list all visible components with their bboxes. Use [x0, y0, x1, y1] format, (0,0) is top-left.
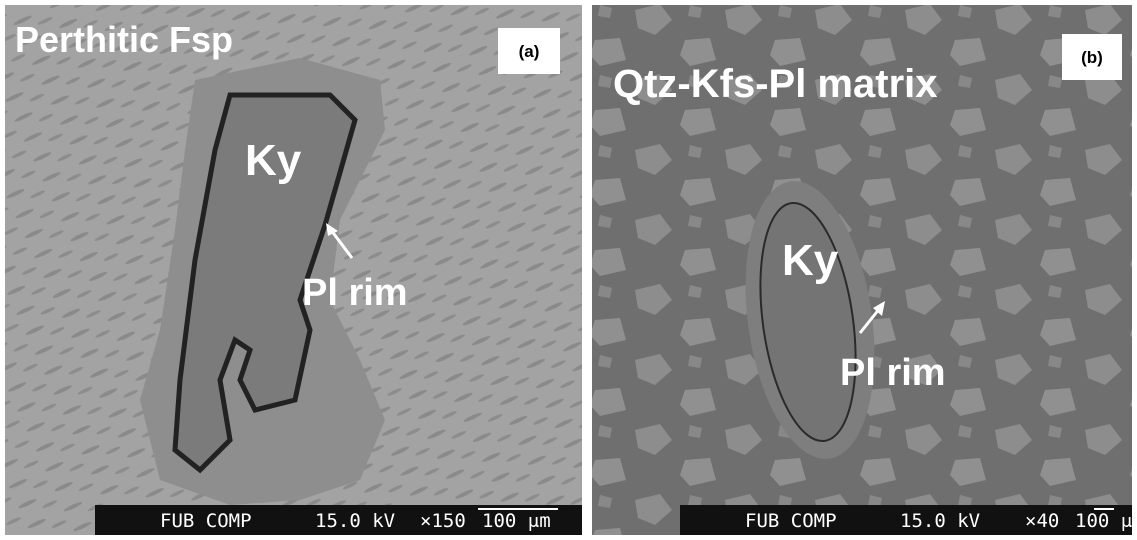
info-bar [680, 505, 1132, 535]
arrow [329, 229, 354, 259]
scale: 100 μm [482, 510, 551, 532]
panel-label: (a) [519, 42, 540, 61]
mineral-label: Ky [782, 236, 839, 285]
panel-title: Perthitic Fsp [15, 19, 233, 60]
panel-a: Perthitic Fsp (a) Ky Pl rim FUB COMP 15.… [5, 5, 582, 535]
voltage: 15.0 kV [315, 510, 395, 532]
magnification: ×150 [420, 510, 466, 532]
kyanite [172, 92, 358, 474]
rim-label: Pl rim [840, 352, 946, 394]
kyanite [759, 202, 857, 442]
detector: FUB COMP [160, 510, 252, 532]
panel-title: Qtz-Kfs-Pl matrix [613, 62, 938, 106]
panel-b: Qtz-Kfs-Pl matrix (b) Ky Pl rim FUB COMP… [592, 5, 1137, 535]
scale: 100 μm [1075, 510, 1137, 532]
label-box [498, 28, 560, 74]
magnification: ×40 [1025, 510, 1059, 532]
mineral-label: Ky [245, 136, 302, 185]
detector: FUB COMP [745, 510, 837, 532]
voltage: 15.0 kV [900, 510, 980, 532]
panel-label: (b) [1081, 48, 1103, 67]
arrow-head [326, 223, 338, 236]
arrow-head [873, 301, 885, 316]
rim-label: Pl rim [302, 272, 408, 314]
label-box [1062, 34, 1122, 80]
arrow [858, 307, 882, 334]
